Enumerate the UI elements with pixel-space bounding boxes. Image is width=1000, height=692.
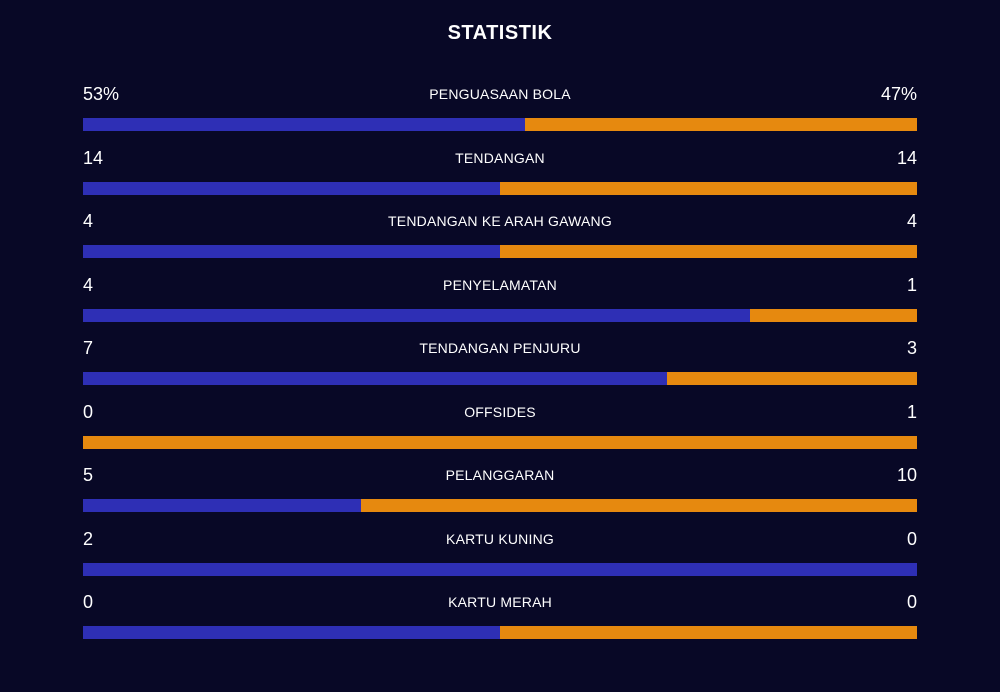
stat-row-tendangan: 14 TENDANGAN 14 xyxy=(83,144,917,208)
stat-row-tendangan-penjuru: 7 TENDANGAN PENJURU 3 xyxy=(83,334,917,398)
away-bar xyxy=(525,118,917,131)
comparison-bar xyxy=(83,435,917,449)
home-bar xyxy=(83,118,526,131)
stat-label: OFFSIDES xyxy=(464,403,536,420)
away-bar xyxy=(666,372,917,385)
home-value: 2 xyxy=(83,528,94,549)
stat-label: TENDANGAN KE ARAH GAWANG xyxy=(388,213,612,229)
away-value: 1 xyxy=(906,401,917,422)
away-bar xyxy=(750,308,917,322)
stat-label: PELANGGARAN xyxy=(445,467,555,483)
comparison-bar xyxy=(83,308,917,322)
comparison-bar xyxy=(83,499,917,512)
home-value: 7 xyxy=(83,338,94,358)
stat-row-kartu-kuning: 2 KARTU KUNING 0 xyxy=(83,525,917,589)
stat-label: TENDANGAN xyxy=(455,149,545,166)
home-value: 14 xyxy=(83,147,104,168)
away-bar xyxy=(500,245,917,258)
stat-row-kartu-merah: 0 KARTU MERAH 0 xyxy=(83,588,917,652)
away-bar xyxy=(360,499,917,512)
away-value: 0 xyxy=(906,592,917,612)
stat-row-tendangan-ke-arah-gawang: 4 TENDANGAN KE ARAH GAWANG 4 xyxy=(83,207,917,271)
stat-row-pelanggaran: 5 PELANGGARAN 10 xyxy=(83,461,917,525)
comparison-bar xyxy=(83,245,917,258)
comparison-bar xyxy=(83,372,917,385)
comparison-bar xyxy=(83,181,917,195)
home-bar xyxy=(83,308,751,322)
away-value: 4 xyxy=(906,211,917,231)
home-value: 0 xyxy=(83,592,94,612)
home-value: 4 xyxy=(83,211,94,231)
stats-list: 53% PENGUASAAN BOLA 47% 14 TENDANGAN 14 … xyxy=(83,80,917,652)
page-title: STATISTIK xyxy=(447,22,553,44)
home-value: 53% xyxy=(83,84,120,104)
comparison-bar xyxy=(83,118,917,131)
away-value: 0 xyxy=(906,528,917,549)
home-value: 5 xyxy=(83,465,94,485)
away-value: 14 xyxy=(896,147,917,168)
stat-label: TENDANGAN PENJURU xyxy=(419,340,581,356)
home-bar xyxy=(83,245,500,258)
comparison-bar xyxy=(83,562,917,576)
stat-label: KARTU MERAH xyxy=(448,594,552,610)
home-value: 0 xyxy=(83,401,94,422)
stat-label: PENGUASAAN BOLA xyxy=(429,86,571,102)
away-value: 1 xyxy=(906,274,917,295)
away-bar xyxy=(500,181,917,195)
stat-row-offsides: 0 OFFSIDES 1 xyxy=(83,398,917,462)
away-value: 47% xyxy=(880,84,917,104)
stat-label: PENYELAMATAN xyxy=(443,276,557,293)
stat-row-penguasaan-bola: 53% PENGUASAAN BOLA 47% xyxy=(83,80,917,144)
home-value: 4 xyxy=(83,274,94,295)
home-bar xyxy=(83,562,917,576)
home-bar xyxy=(83,181,500,195)
home-bar xyxy=(83,372,667,385)
home-bar xyxy=(83,626,500,639)
away-bar xyxy=(83,435,917,449)
stat-row-penyelamatan: 4 PENYELAMATAN 1 xyxy=(83,271,917,335)
comparison-bar xyxy=(83,626,917,639)
stat-label: KARTU KUNING xyxy=(446,530,554,547)
away-value: 10 xyxy=(896,465,917,485)
home-bar xyxy=(83,499,361,512)
away-value: 3 xyxy=(906,338,917,358)
away-bar xyxy=(500,626,917,639)
